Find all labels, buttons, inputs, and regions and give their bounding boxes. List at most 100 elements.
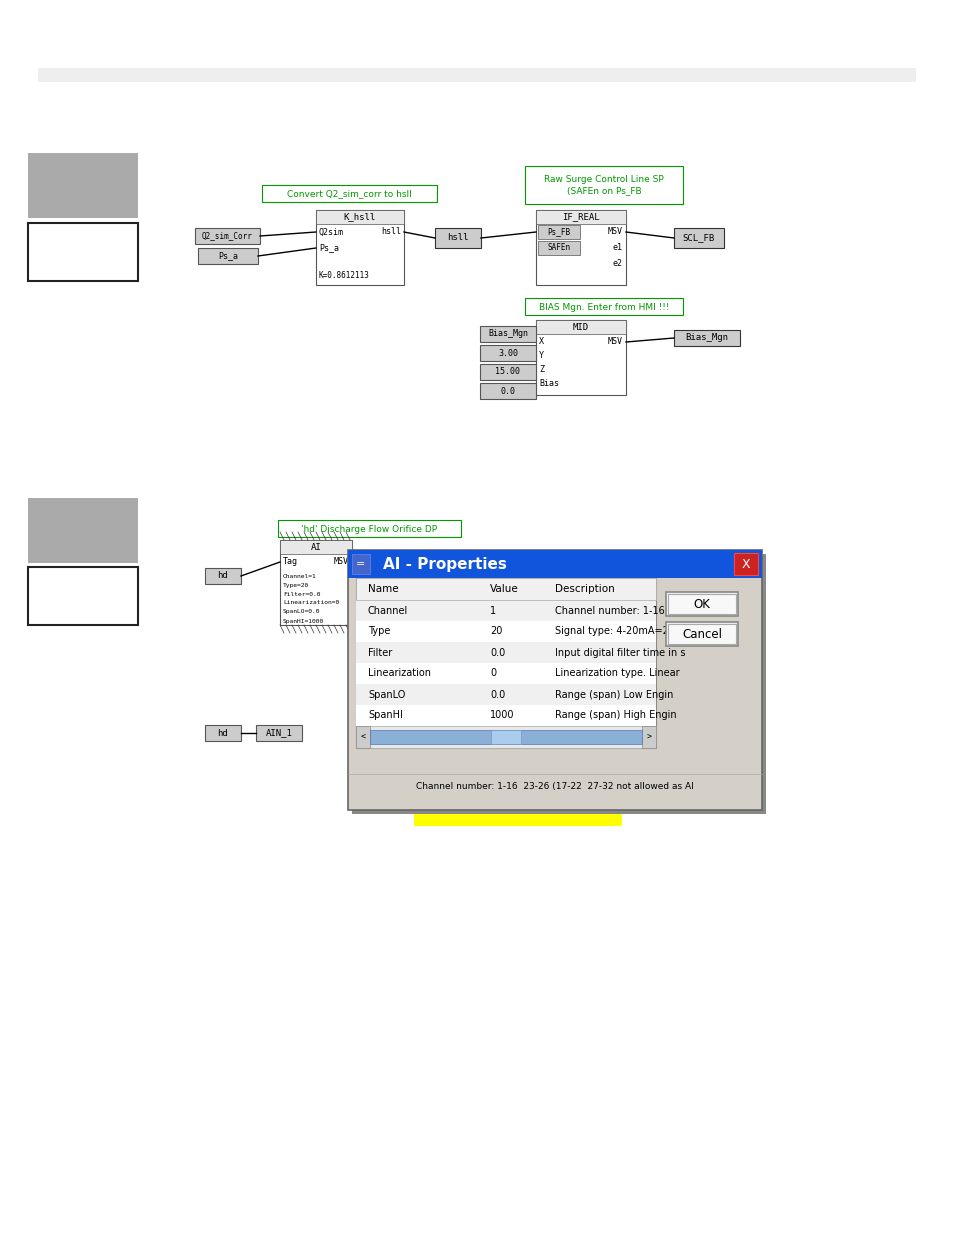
Bar <box>355 684 656 705</box>
Text: <: < <box>360 732 365 741</box>
Text: SpanHI=1000: SpanHI=1000 <box>283 619 324 624</box>
Text: Range (span) Low Engin: Range (span) Low Engin <box>555 689 673 699</box>
Text: Ps_a: Ps_a <box>218 252 237 261</box>
Bar <box>479 345 536 361</box>
Bar <box>355 578 656 748</box>
Text: 3.00: 3.00 <box>497 348 517 357</box>
Text: hd: hd <box>217 729 228 737</box>
Bar <box>28 567 138 625</box>
Text: Bias_Mgn: Bias_Mgn <box>685 333 728 342</box>
Text: e2: e2 <box>613 259 622 268</box>
Bar <box>348 550 761 810</box>
Text: 0: 0 <box>490 668 496 678</box>
Bar <box>665 622 738 646</box>
Bar <box>255 725 302 741</box>
Text: 15.00: 15.00 <box>495 368 520 377</box>
Text: Channel: Channel <box>368 605 408 615</box>
Text: SpanHI: SpanHI <box>368 710 402 720</box>
Bar <box>435 228 480 248</box>
Text: IF_REAL: IF_REAL <box>561 212 599 221</box>
Bar <box>28 153 138 219</box>
Text: MSV: MSV <box>334 557 349 567</box>
Text: Channel number: 1-16  23-26 (17-22  27-32 not allowed as AI: Channel number: 1-16 23-26 (17-22 27-32 … <box>416 782 693 790</box>
Bar <box>28 498 138 563</box>
Bar <box>355 600 656 621</box>
Bar <box>315 210 403 285</box>
Bar <box>315 210 403 224</box>
Text: Filter=0.0: Filter=0.0 <box>283 592 320 597</box>
Text: 0.0: 0.0 <box>490 647 505 657</box>
Bar <box>665 592 738 616</box>
Text: AIN_1: AIN_1 <box>265 729 293 737</box>
Text: Linearization type. Linear: Linearization type. Linear <box>555 668 679 678</box>
Bar <box>355 642 656 663</box>
Bar <box>352 555 765 814</box>
Bar <box>537 241 579 254</box>
Bar <box>352 555 370 574</box>
Bar <box>673 330 740 346</box>
Text: SpanLO=0.0: SpanLO=0.0 <box>283 610 320 615</box>
Text: 20: 20 <box>490 626 502 636</box>
Text: X: X <box>740 557 749 571</box>
Text: SCL_FB: SCL_FB <box>682 233 715 242</box>
Bar <box>205 725 241 741</box>
Text: SpanLO: SpanLO <box>368 689 405 699</box>
Text: Filter: Filter <box>368 647 392 657</box>
Text: Linearization: Linearization <box>368 668 431 678</box>
Text: (SAFEn on Ps_FB: (SAFEn on Ps_FB <box>566 186 640 195</box>
Bar <box>38 68 915 82</box>
Bar <box>355 726 656 748</box>
Text: Linearization=0: Linearization=0 <box>283 600 339 605</box>
Text: OK: OK <box>693 598 710 610</box>
Text: Cancel: Cancel <box>681 627 721 641</box>
Text: 1: 1 <box>490 605 496 615</box>
Text: AI - Properties: AI - Properties <box>382 557 506 572</box>
Text: X: X <box>538 337 543 347</box>
Bar <box>262 185 436 203</box>
Text: Channel number: 1-16 &2: Channel number: 1-16 &2 <box>555 605 681 615</box>
Bar <box>198 248 257 264</box>
Bar <box>537 225 579 240</box>
Text: Ps_FB: Ps_FB <box>547 227 570 236</box>
Bar <box>479 364 536 380</box>
Bar <box>536 210 625 224</box>
Text: Name: Name <box>368 584 398 594</box>
Text: Type: Type <box>368 626 390 636</box>
Text: Type=20: Type=20 <box>283 583 309 588</box>
Text: 1000: 1000 <box>490 710 514 720</box>
Bar <box>355 663 656 684</box>
Bar <box>277 520 460 537</box>
Text: Ps_a: Ps_a <box>318 243 338 252</box>
Text: 'hd' Discharge Flow Orifice DP: 'hd' Discharge Flow Orifice DP <box>300 525 436 534</box>
Text: K=0.8612113: K=0.8612113 <box>318 272 370 280</box>
Text: Bias_Mgn: Bias_Mgn <box>488 330 527 338</box>
Text: >: > <box>646 732 651 741</box>
Bar <box>641 726 656 748</box>
Text: Description: Description <box>555 584 614 594</box>
Bar <box>491 730 520 743</box>
Text: 0.0: 0.0 <box>500 387 515 395</box>
Bar <box>355 621 656 642</box>
Text: Raw Surge Control Line SP: Raw Surge Control Line SP <box>543 174 663 184</box>
Text: AI: AI <box>311 542 321 552</box>
Bar <box>667 624 735 643</box>
Bar <box>194 228 260 245</box>
Text: Bias: Bias <box>538 379 558 389</box>
Bar <box>479 383 536 399</box>
Text: Input digital filter time in s: Input digital filter time in s <box>555 647 685 657</box>
Bar <box>348 550 761 578</box>
Bar <box>673 228 723 248</box>
Bar <box>28 224 138 282</box>
Text: MSV: MSV <box>607 337 622 347</box>
Bar <box>524 298 682 315</box>
Text: MID: MID <box>573 322 588 331</box>
Bar <box>370 730 641 743</box>
Text: =: = <box>355 559 365 569</box>
Bar <box>524 165 682 204</box>
Text: Channel=1: Channel=1 <box>283 573 316 578</box>
Text: MSV: MSV <box>607 227 622 236</box>
Bar <box>667 594 735 614</box>
Text: Y: Y <box>538 352 543 361</box>
Text: hsll: hsll <box>380 227 400 236</box>
Text: hsll: hsll <box>447 233 468 242</box>
